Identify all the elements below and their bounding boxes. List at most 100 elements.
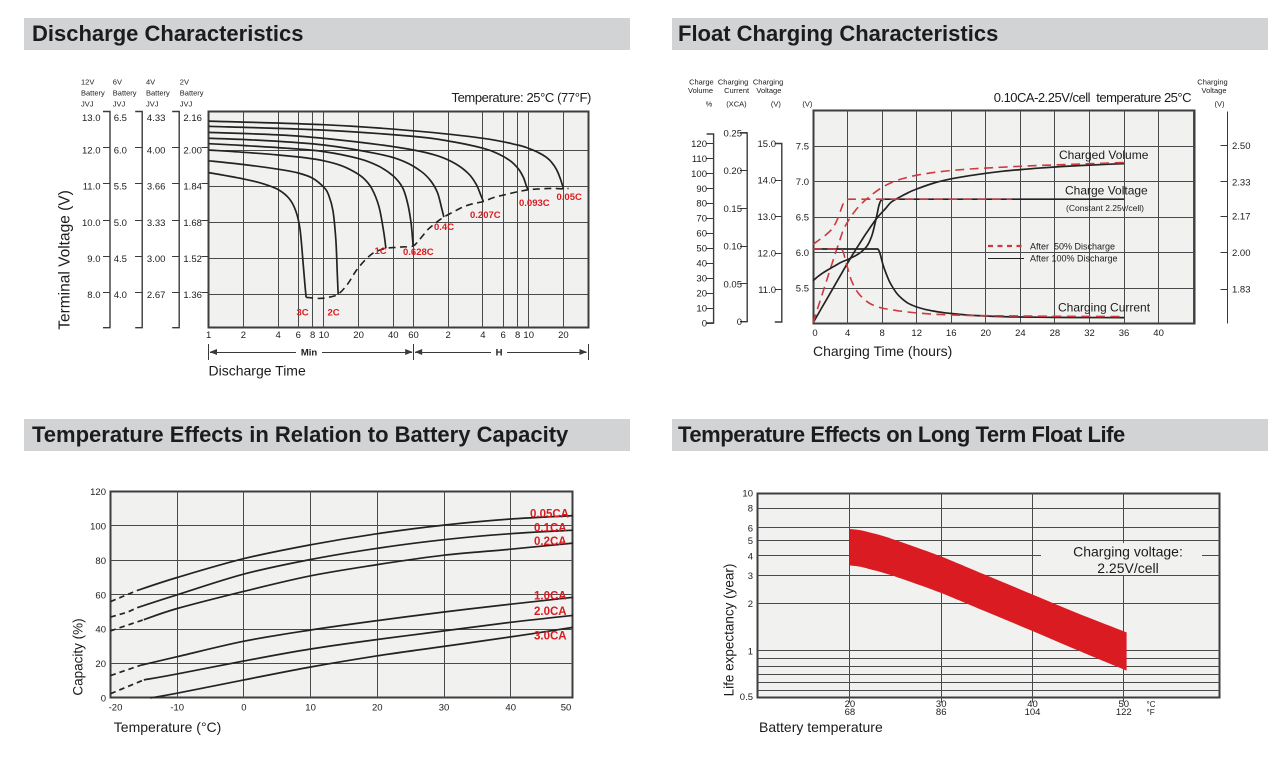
svg-text:100: 100 [90, 521, 106, 532]
svg-text:(Constant 2.25v/cell): (Constant 2.25v/cell) [1066, 203, 1144, 213]
svg-text:0: 0 [702, 319, 707, 330]
svg-text:Temperature (°C): Temperature (°C) [114, 719, 222, 735]
svg-text:12V: 12V [81, 78, 94, 87]
svg-text:After 50% Discharge: After 50% Discharge [1030, 241, 1115, 251]
svg-text:70: 70 [696, 214, 707, 225]
svg-text:16: 16 [946, 328, 957, 339]
svg-text:10: 10 [523, 330, 534, 341]
svg-text:60: 60 [95, 590, 106, 601]
svg-text:4: 4 [275, 330, 280, 341]
svg-text:14.0: 14.0 [758, 176, 777, 187]
svg-text:2.00: 2.00 [183, 146, 202, 157]
svg-text:-10: -10 [170, 703, 184, 714]
svg-text:36: 36 [1119, 328, 1130, 339]
svg-text:2: 2 [748, 599, 753, 610]
svg-text:Charge: Charge [689, 78, 714, 87]
svg-text:Current: Current [724, 86, 750, 95]
svg-text:°C: °C [1147, 700, 1156, 709]
svg-text:3.66: 3.66 [147, 182, 166, 193]
svg-text:5: 5 [748, 536, 753, 547]
svg-text:4: 4 [748, 551, 753, 562]
svg-text:104: 104 [1025, 707, 1041, 718]
svg-text:4V: 4V [146, 78, 155, 87]
svg-text:60: 60 [696, 229, 707, 240]
svg-text:6: 6 [296, 330, 301, 341]
svg-text:1.83: 1.83 [1232, 285, 1251, 296]
svg-text:20: 20 [353, 330, 364, 341]
svg-text:1: 1 [206, 330, 211, 341]
svg-text:4: 4 [845, 328, 850, 339]
svg-text:20: 20 [372, 703, 383, 714]
svg-text:6.5: 6.5 [114, 113, 127, 124]
svg-text:20: 20 [845, 699, 856, 710]
svg-text:100: 100 [691, 169, 707, 180]
svg-text:30: 30 [936, 699, 947, 710]
svg-text:86: 86 [936, 707, 947, 718]
svg-text:90: 90 [696, 184, 707, 195]
svg-text:60: 60 [408, 330, 419, 341]
svg-text:0: 0 [241, 703, 246, 714]
svg-text:28: 28 [1050, 328, 1061, 339]
svg-text:Charging voltage:: Charging voltage: [1073, 544, 1183, 560]
svg-text:0: 0 [737, 317, 742, 328]
svg-text:Battery temperature: Battery temperature [759, 719, 883, 735]
svg-text:Discharge Time: Discharge Time [209, 363, 306, 379]
svg-text:50: 50 [1119, 699, 1130, 710]
svg-text:H: H [496, 348, 503, 359]
svg-text:120: 120 [691, 139, 707, 150]
svg-text:Volume: Volume [688, 86, 713, 95]
svg-text:15.0: 15.0 [758, 139, 777, 150]
svg-text:%: % [706, 99, 713, 108]
svg-text:3.00: 3.00 [147, 254, 166, 265]
svg-text:JVJ: JVJ [180, 100, 193, 109]
svg-text:40: 40 [505, 703, 516, 714]
svg-text:0: 0 [812, 328, 817, 339]
svg-text:20: 20 [558, 330, 569, 341]
svg-text:5.0: 5.0 [114, 218, 127, 229]
svg-text:10: 10 [742, 489, 753, 500]
svg-text:Charged Volume: Charged Volume [1059, 148, 1149, 162]
svg-text:40: 40 [388, 330, 399, 341]
svg-text:8: 8 [515, 330, 520, 341]
svg-text:1.52: 1.52 [183, 254, 202, 265]
svg-text:3: 3 [748, 571, 753, 582]
svg-text:2.17: 2.17 [1232, 212, 1251, 223]
svg-text:After 100% Discharge: After 100% Discharge [1030, 254, 1118, 264]
svg-text:11.0: 11.0 [758, 285, 776, 296]
svg-text:9.0: 9.0 [87, 254, 100, 265]
svg-text:2.33: 2.33 [1232, 177, 1251, 188]
svg-text:6: 6 [748, 524, 753, 535]
svg-text:10: 10 [305, 703, 316, 714]
svg-text:8: 8 [748, 504, 753, 515]
svg-text:80: 80 [696, 199, 707, 210]
svg-text:7.5: 7.5 [796, 142, 809, 153]
svg-text:1: 1 [748, 646, 753, 657]
svg-text:6: 6 [501, 330, 506, 341]
svg-text:20: 20 [95, 659, 106, 670]
svg-text:(V): (V) [771, 99, 782, 108]
svg-text:(V): (V) [802, 99, 813, 108]
svg-text:0.05CA: 0.05CA [530, 509, 569, 521]
svg-text:0.10CA-2.25V/cell temperature: 0.10CA-2.25V/cell temperature 25°C [994, 90, 1191, 105]
svg-text:0.207C: 0.207C [470, 210, 501, 221]
svg-text:2C: 2C [328, 308, 340, 319]
svg-text:24: 24 [1015, 328, 1026, 339]
svg-text:Battery: Battery [81, 89, 105, 98]
svg-text:11.0: 11.0 [83, 182, 101, 193]
svg-text:4: 4 [480, 330, 485, 341]
svg-text:68: 68 [845, 707, 856, 718]
svg-text:20: 20 [696, 289, 707, 300]
svg-text:Voltage: Voltage [756, 86, 781, 95]
svg-text:50: 50 [696, 244, 707, 255]
svg-text:0.093C: 0.093C [519, 198, 550, 209]
svg-text:32: 32 [1084, 328, 1095, 339]
svg-text:30: 30 [439, 703, 450, 714]
svg-text:0.628C: 0.628C [403, 247, 434, 258]
svg-text:40: 40 [696, 259, 707, 270]
svg-text:4.5: 4.5 [114, 254, 127, 265]
svg-text:Charging: Charging [718, 78, 748, 87]
svg-text:(XCA): (XCA) [726, 99, 747, 108]
svg-text:2.00: 2.00 [1232, 248, 1251, 259]
svg-text:20: 20 [981, 328, 992, 339]
svg-text:13.0: 13.0 [758, 212, 777, 223]
